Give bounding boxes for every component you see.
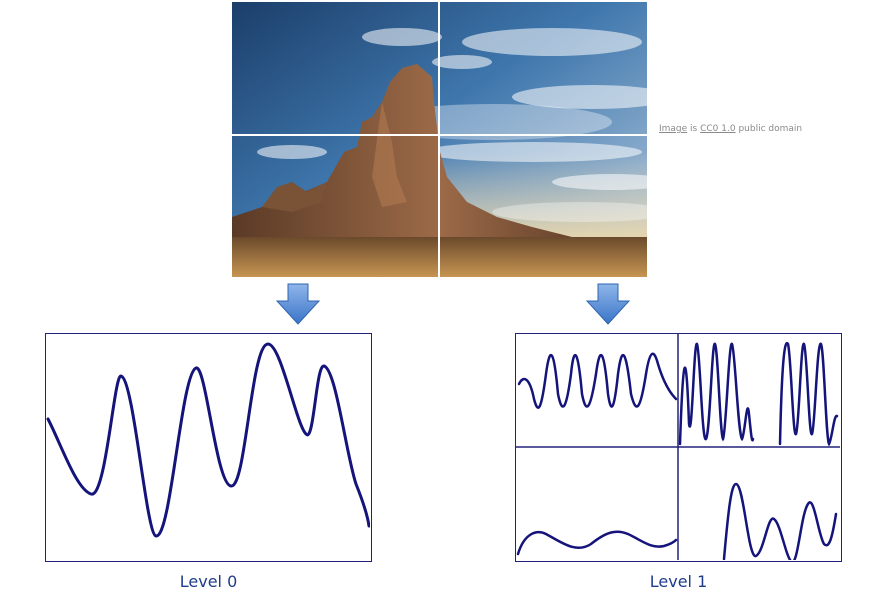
down-arrow-icon — [275, 283, 321, 325]
level-0-curve — [46, 342, 370, 538]
down-arrow-icon — [585, 283, 631, 325]
level-1-curve-top-right — [678, 341, 839, 447]
desert-butte-photo — [232, 2, 647, 277]
level-1-curve-bottom-left — [516, 530, 678, 556]
level-1-label: Level 1 — [649, 572, 708, 591]
image-credit: Image is CC0 1.0 public domain — [659, 124, 802, 134]
license-link[interactable]: CC0 1.0 — [700, 124, 736, 134]
level-1-histograms — [515, 333, 842, 562]
spatial-pyramid-image — [232, 2, 647, 277]
image-link[interactable]: Image — [659, 124, 688, 134]
credit-text-is: is — [687, 124, 701, 134]
level-1-curve-bottom-right — [722, 482, 838, 560]
level-1-curve-top-left — [517, 352, 678, 409]
level-0-label: Level 0 — [179, 572, 238, 591]
credit-text-suffix: public domain — [735, 124, 803, 134]
level-0-histogram — [45, 333, 372, 562]
